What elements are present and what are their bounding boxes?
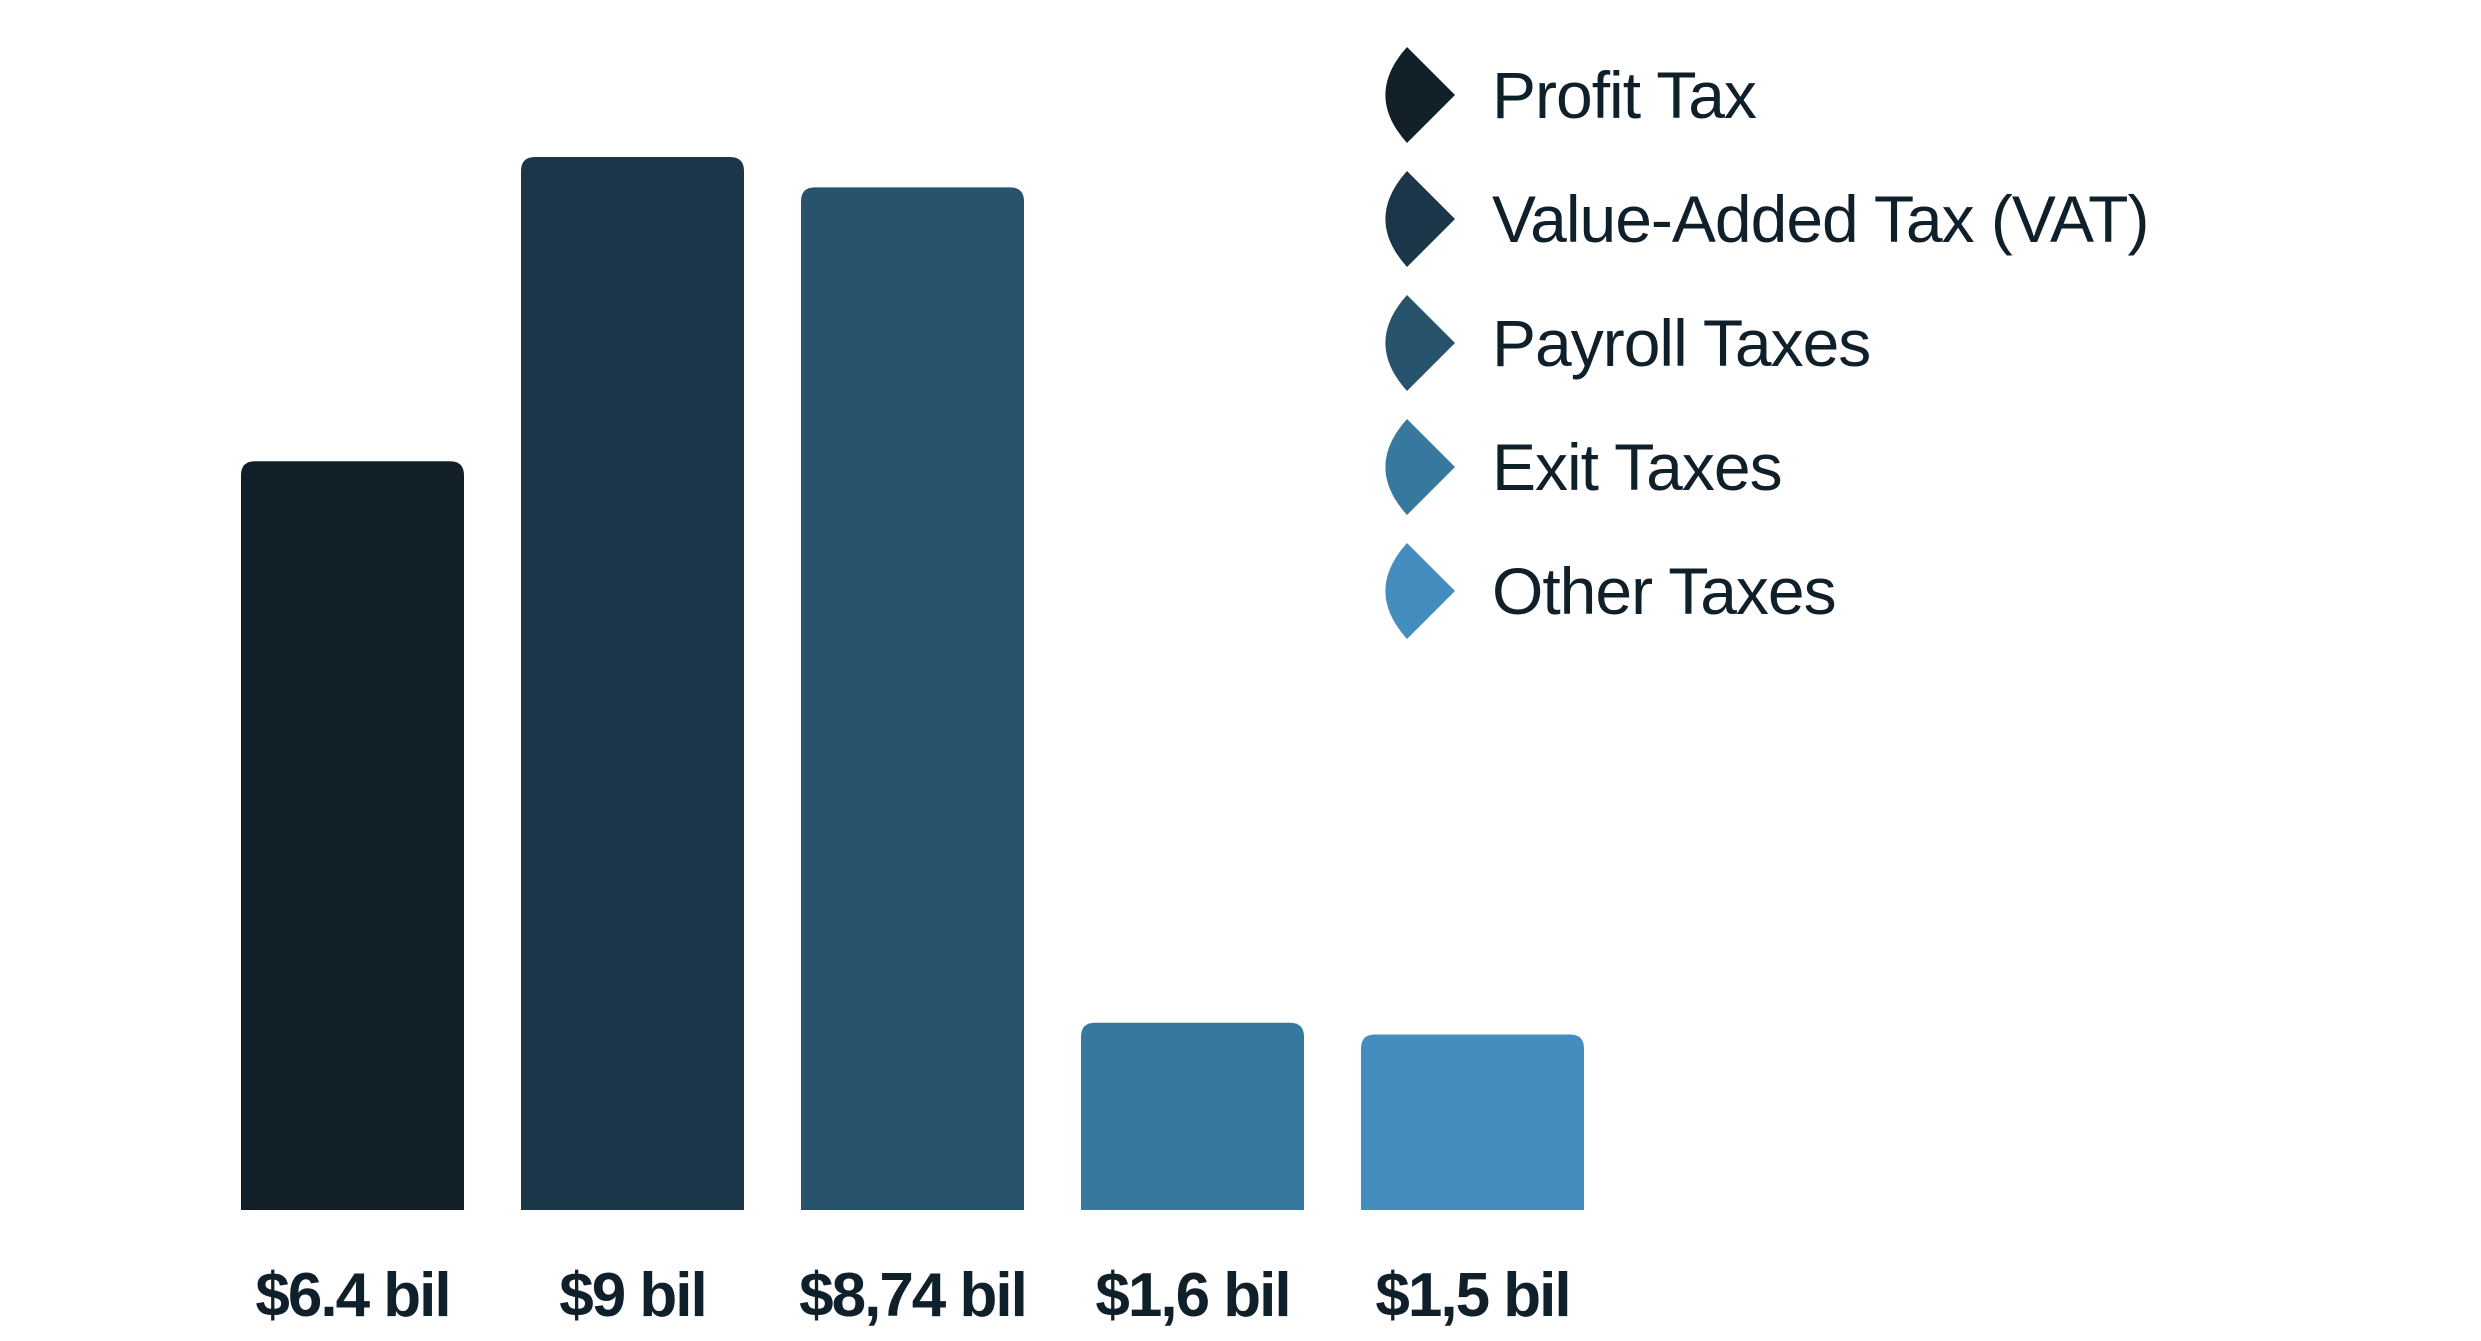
legend-label: Exit Taxes <box>1492 430 1782 504</box>
data-label-profit-tax: $6.4 bil <box>255 1261 449 1330</box>
legend-marker-icon <box>1385 295 1455 391</box>
legend-item-exit-taxes: Exit Taxes <box>1385 419 1783 515</box>
data-label-other-taxes: $1,5 bil <box>1375 1261 1569 1330</box>
bar-profit-tax <box>241 461 464 1210</box>
legend-marker-icon <box>1385 171 1455 267</box>
legend-item-value-added-tax-vat: Value-Added Tax (VAT) <box>1385 171 2149 267</box>
data-label-value-added-tax-vat: $9 bil <box>559 1261 706 1330</box>
legend-marker-icon <box>1385 47 1455 143</box>
data-label-exit-taxes: $1,6 bil <box>1095 1261 1289 1330</box>
bar-value-added-tax-vat <box>521 157 744 1210</box>
legend-item-profit-tax: Profit Tax <box>1385 47 1758 143</box>
legend-item-other-taxes: Other Taxes <box>1385 543 1837 639</box>
legend-item-payroll-taxes: Payroll Taxes <box>1385 295 1871 391</box>
legend: Profit Tax Value-Added Tax (VAT) Payroll T… <box>1385 47 2149 639</box>
bar-labels-group: $6.4 bil $9 bil $8,74 bil $1,6 bil $1,5 bil <box>255 1261 1571 1330</box>
legend-marker-icon <box>1385 419 1455 515</box>
legend-label: Payroll Taxes <box>1492 306 1870 380</box>
legend-label: Other Taxes <box>1492 554 1836 628</box>
legend-label: Value-Added Tax (VAT) <box>1492 182 2148 256</box>
data-label-payroll-taxes: $8,74 bil <box>799 1261 1026 1330</box>
legend-marker-icon <box>1385 543 1455 639</box>
bar-exit-taxes <box>1081 1022 1304 1210</box>
legend-label: Profit Tax <box>1492 58 1757 132</box>
bar-other-taxes <box>1361 1034 1584 1210</box>
bars-group <box>241 157 1584 1211</box>
bar-payroll-taxes <box>801 187 1024 1211</box>
